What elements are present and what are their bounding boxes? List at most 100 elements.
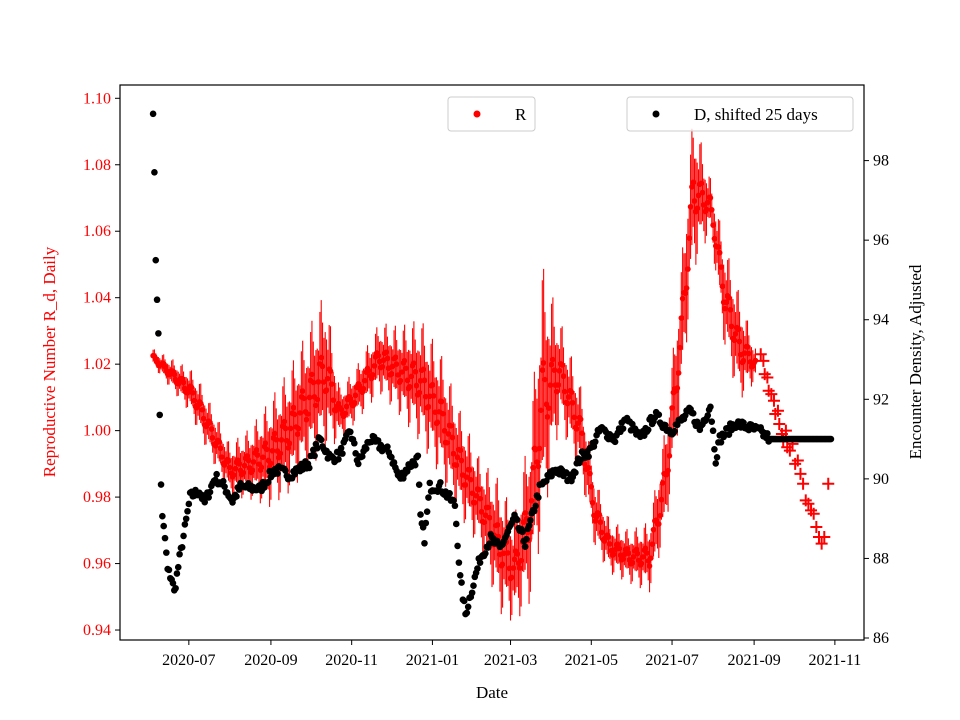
x-tick-label: 2020-07: [162, 652, 215, 669]
r-point: [711, 235, 718, 242]
d-point: [422, 519, 430, 527]
d-point: [460, 597, 468, 605]
d-point: [219, 477, 227, 485]
r-point: [272, 430, 278, 437]
d-point: [151, 169, 158, 176]
r-point: [388, 371, 395, 377]
r-forecast-point: [797, 477, 810, 490]
r-point: [565, 394, 572, 400]
r-forecast-point: [818, 530, 831, 543]
d-point: [180, 532, 187, 540]
d-point: [155, 330, 162, 337]
r-point: [536, 445, 543, 452]
r-point: [571, 414, 577, 421]
r-point: [698, 180, 704, 187]
d-point: [711, 445, 718, 453]
y-left-tick-label: 1.08: [83, 157, 111, 174]
r-point: [585, 465, 592, 471]
r-point: [577, 416, 584, 423]
y-right-tick-label: 92: [873, 391, 889, 408]
r-point: [462, 482, 469, 488]
r-point: [411, 360, 417, 367]
r-point: [562, 388, 568, 395]
d-point: [523, 535, 530, 543]
d-point: [713, 454, 721, 461]
r-point: [408, 373, 415, 380]
r-point: [330, 397, 336, 403]
d-point: [423, 508, 431, 515]
r-point: [708, 206, 715, 213]
r-point: [538, 407, 544, 414]
r-point: [683, 285, 690, 291]
r-point: [675, 370, 682, 376]
r-point: [254, 452, 261, 458]
r-point: [471, 499, 478, 506]
d-point: [306, 464, 313, 472]
d-point: [456, 571, 464, 579]
r-point: [457, 447, 464, 454]
d-point: [184, 507, 191, 515]
r-point: [588, 483, 595, 490]
r-forecast-point: [810, 521, 823, 534]
d-point: [421, 539, 428, 547]
r-point: [315, 379, 322, 385]
r-point: [546, 405, 552, 411]
d-point: [153, 296, 161, 304]
r-point: [227, 464, 233, 471]
y-right-tick-label: 90: [873, 471, 889, 488]
d-point: [450, 497, 457, 504]
r-point: [379, 364, 385, 370]
r-point: [746, 350, 752, 357]
r-point: [403, 365, 409, 372]
d-point: [221, 483, 228, 490]
r-point: [597, 519, 604, 525]
r-point: [514, 551, 520, 557]
r-point: [560, 373, 567, 379]
r-point: [309, 371, 315, 378]
d-point: [156, 411, 164, 419]
r-point: [291, 411, 298, 418]
d-point: [173, 570, 181, 577]
r-point: [703, 206, 710, 213]
r-point: [665, 467, 671, 474]
d-point: [525, 522, 533, 529]
d-point: [470, 582, 477, 590]
r-point: [716, 249, 723, 256]
d-point: [452, 520, 460, 528]
r-point: [188, 384, 195, 391]
d-point: [390, 459, 398, 466]
r-point: [485, 504, 491, 511]
r-forecast-point: [802, 497, 815, 510]
d-point: [513, 516, 521, 524]
r-forecast-point: [771, 404, 784, 417]
r-point: [579, 430, 585, 437]
r-point: [219, 454, 225, 460]
r-point: [686, 235, 693, 242]
r-point: [646, 563, 653, 569]
r-forecast-point: [791, 454, 804, 467]
x-tick-label: 2020-09: [244, 652, 297, 669]
y-axis-left-label: Reproductive Number R_d, Daily: [40, 246, 59, 477]
d-point: [655, 411, 663, 418]
r-forecast-point: [754, 348, 767, 361]
r-point: [551, 367, 558, 373]
d-point: [591, 438, 599, 446]
r-point: [301, 395, 307, 402]
r-point: [625, 550, 632, 557]
r-point: [412, 368, 419, 375]
d-point: [358, 453, 366, 460]
plot-frame: [119, 84, 865, 641]
r-point: [318, 354, 325, 361]
d-point: [201, 498, 209, 506]
r-point: [704, 199, 711, 206]
legend-r-box: [447, 96, 536, 132]
r-point: [677, 344, 683, 351]
r-forecast-point: [815, 537, 828, 550]
r-point: [544, 414, 551, 420]
r-forecast-point: [761, 371, 774, 384]
r-point: [559, 362, 565, 368]
y-left-tick-label: 1.06: [83, 223, 111, 240]
y-left-tick-label: 0.94: [83, 622, 111, 639]
r-point: [629, 559, 636, 566]
r-point: [384, 355, 391, 362]
